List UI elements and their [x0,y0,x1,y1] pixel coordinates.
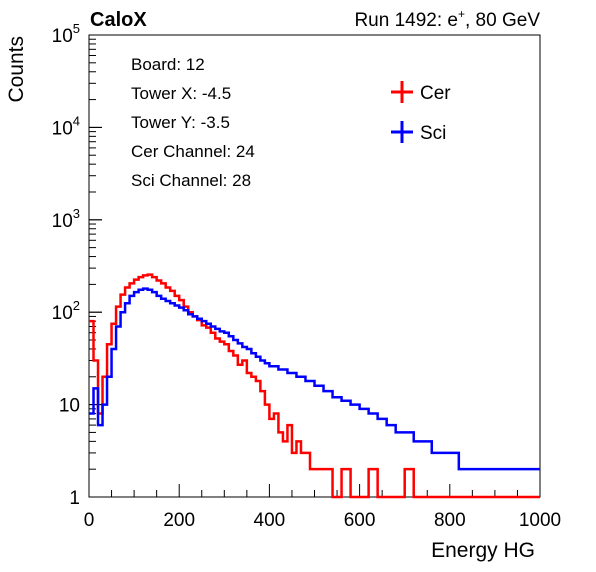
y-axis-title: Counts [5,36,28,103]
legend: Cer Sci [391,81,451,144]
x-tick-label: 200 [163,510,195,531]
info-board: Board: 12 [131,55,205,74]
info-tower-x: Tower X: -4.5 [131,84,231,103]
x-tick-label: 800 [434,510,466,531]
legend-label-sci: Sci [420,123,446,144]
y-tick-label-base: 10 [52,26,73,47]
y-tick-label-base: 10 [52,211,73,232]
y-tick-label: 102 [52,298,80,324]
y-tick-label-exponent: 5 [73,21,80,36]
series-line-cer [89,273,540,499]
x-tick-label: 1000 [519,510,561,531]
x-axis-title: Energy HG [431,539,535,562]
info-sci-channel: Sci Channel: 28 [131,171,251,190]
run-label: Run 1492: e+, 80 GeV [354,7,540,31]
x-axis: 0 200 400 600 800 1000 [84,484,561,531]
plot-frame [88,34,541,498]
run-label-suffix: , 80 GeV [465,10,540,31]
run-label-superscript: + [458,7,465,21]
y-tick-label: 103 [52,206,80,232]
info-tower-y: Tower Y: -3.5 [131,113,230,132]
info-box: Board: 12 Tower X: -4.5 Tower Y: -3.5 Ce… [131,55,255,190]
y-tick-label-exponent: 4 [73,113,80,128]
x-tick-label: 600 [344,510,376,531]
info-cer-channel: Cer Channel: 24 [131,142,255,161]
series-line-sci [89,287,540,471]
y-tick-label-base: 10 [59,396,80,417]
y-tick-label: 1 [69,488,80,509]
y-tick-label-base: 1 [69,488,80,509]
y-tick-label-exponent: 3 [73,206,80,221]
x-tick-label: 0 [84,510,95,531]
y-tick-label-exponent: 2 [73,298,80,313]
y-tick-label: 10 [59,396,80,417]
run-label-prefix: Run 1492: e [354,10,458,31]
series-layer [89,273,540,499]
experiment-label: CaloX [90,9,147,31]
legend-label-cer: Cer [420,83,451,104]
y-tick-label: 105 [52,21,80,47]
x-tick-label: 400 [254,510,286,531]
y-tick-label-base: 10 [52,118,73,139]
y-tick-label-base: 10 [52,303,73,324]
y-tick-label: 104 [52,113,80,139]
